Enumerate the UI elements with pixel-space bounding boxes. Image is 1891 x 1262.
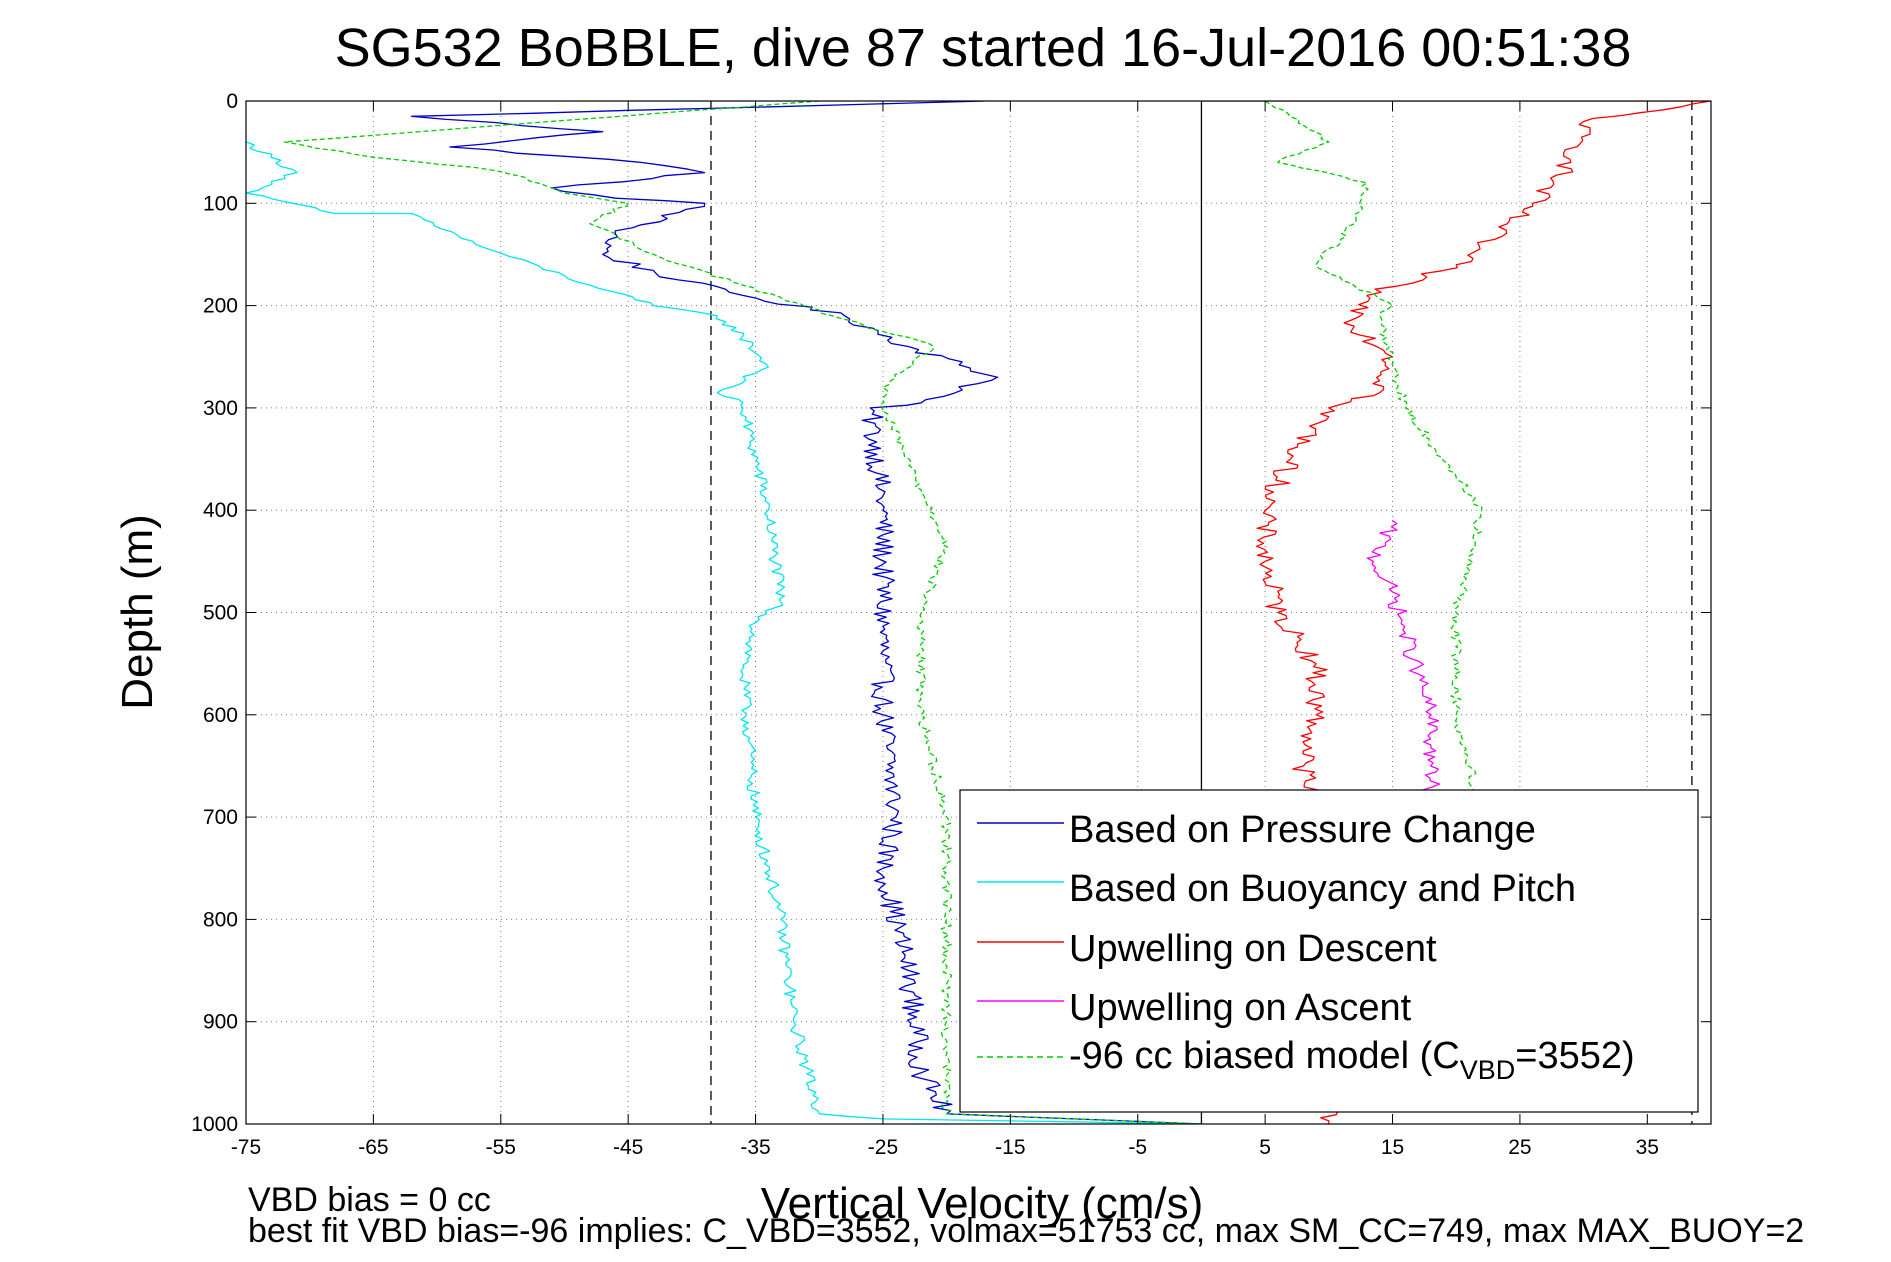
legend-box [959,789,1699,1113]
x-tick-label-8: 5 [1259,1136,1271,1159]
y-tick-label-8: 800 [203,908,238,931]
x-tick-label-10: 25 [1508,1136,1531,1159]
x-axis-ticks: -75 -65 -55 -45 -35 -25 -15 -5 5 15 25 35 [231,101,1659,1159]
x-axis-label: Vertical Velocity (cm/s) [761,1179,1204,1228]
series-buoyancy-pitch [246,141,1202,1124]
x-tick-label-2: -55 [486,1136,516,1159]
x-tick-label-5: -25 [868,1136,898,1159]
legend-label-descent: Upwelling on Descent [1069,928,1437,970]
series-pressure-change [410,101,1202,1124]
x-tick-label-3: -45 [613,1136,643,1159]
y-axis-label: Depth (m) [113,514,162,710]
series-biased-model [283,101,1486,1124]
legend-label-buoyancy: Based on Buoyancy and Pitch [1069,868,1576,910]
x-tick-label-4: -35 [740,1136,770,1159]
legend-label-model-suffix: =3552) [1515,1035,1634,1077]
y-tick-label-1: 100 [203,192,238,215]
legend-label-model-subscript: VBD [1460,1055,1516,1085]
y-axis-ticks: 0 100 200 300 400 500 600 700 800 900 1000 [191,90,1711,1136]
footer-line-2: best fit VBD bias=-96 implies: C_VBD=355… [248,1212,1804,1250]
legend-label-model: -96 cc biased model (CVBD=3552) [1069,1035,1635,1085]
x-tick-label-6: -15 [995,1136,1025,1159]
x-tick-label-7: -5 [1128,1136,1147,1159]
x-tick-label-0: -75 [231,1136,261,1159]
legend-label-model-prefix: -96 cc biased model (C [1069,1035,1460,1077]
x-tick-label-11: 35 [1636,1136,1659,1159]
y-tick-label-4: 400 [203,499,238,522]
x-tick-label-1: -65 [358,1136,388,1159]
y-tick-label-0: 0 [226,90,238,113]
y-tick-label-6: 600 [203,704,238,727]
y-tick-label-7: 700 [203,806,238,829]
x-tick-label-9: 15 [1381,1136,1404,1159]
y-tick-label-2: 200 [203,295,238,318]
footer-line-1: VBD bias = 0 cc [248,1181,491,1219]
y-tick-label-9: 900 [203,1011,238,1034]
y-tick-label-10: 1000 [191,1113,238,1136]
y-tick-label-3: 300 [203,397,238,420]
legend-label-ascent: Upwelling on Ascent [1069,987,1412,1029]
legend-label-pressure: Based on Pressure Change [1069,809,1536,851]
y-tick-label-5: 500 [203,602,238,625]
legend: Based on Pressure Change Based on Buoyan… [959,789,1699,1113]
chart-title: SG532 BoBBLE, dive 87 started 16-Jul-201… [335,18,1632,78]
